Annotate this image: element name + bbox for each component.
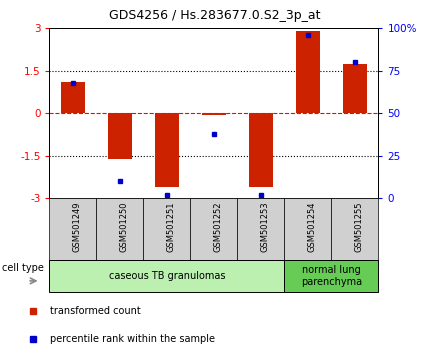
- Bar: [155, 113, 179, 187]
- Text: percentile rank within the sample: percentile rank within the sample: [50, 334, 215, 344]
- Bar: [49, 198, 96, 260]
- Bar: [237, 198, 284, 260]
- Text: caseous TB granulomas: caseous TB granulomas: [109, 271, 225, 281]
- Text: GSM501253: GSM501253: [261, 201, 270, 252]
- Bar: [249, 113, 273, 187]
- Bar: [343, 64, 367, 113]
- Text: GSM501251: GSM501251: [167, 201, 176, 252]
- Bar: [202, 113, 226, 115]
- Text: GSM501254: GSM501254: [308, 201, 317, 252]
- Bar: [284, 198, 332, 260]
- Text: GSM501252: GSM501252: [214, 201, 223, 252]
- Bar: [61, 82, 85, 113]
- Text: GSM501255: GSM501255: [355, 201, 364, 252]
- Text: GDS4256 / Hs.283677.0.S2_3p_at: GDS4256 / Hs.283677.0.S2_3p_at: [109, 9, 321, 22]
- Bar: [49, 260, 284, 292]
- Text: cell type: cell type: [3, 263, 44, 273]
- Bar: [108, 113, 132, 159]
- Bar: [296, 31, 319, 113]
- Text: transformed count: transformed count: [50, 306, 141, 316]
- Text: GSM501249: GSM501249: [73, 201, 82, 252]
- Bar: [332, 198, 378, 260]
- Bar: [190, 198, 237, 260]
- Text: GSM501250: GSM501250: [120, 201, 129, 252]
- Bar: [284, 260, 378, 292]
- Text: normal lung
parenchyma: normal lung parenchyma: [301, 265, 362, 287]
- Bar: [96, 198, 144, 260]
- Bar: [144, 198, 190, 260]
